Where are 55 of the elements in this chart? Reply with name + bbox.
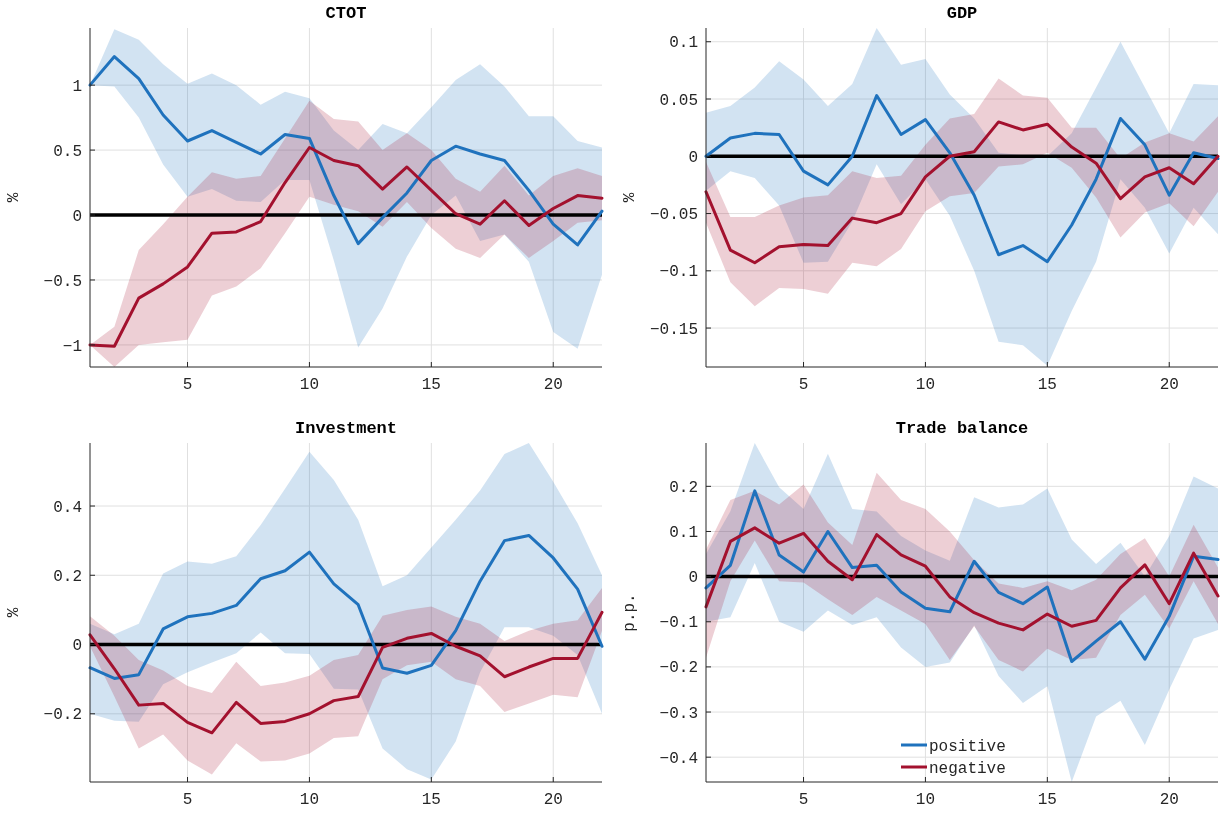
x-tick-label: 5	[182, 376, 193, 394]
y-tick-label: −0.1	[659, 614, 698, 633]
x-tick-label: 20	[1159, 791, 1179, 809]
x-tick-label: 20	[543, 376, 563, 394]
y-tick-label: 0	[72, 207, 82, 226]
y-tick-label: 0	[688, 148, 698, 167]
y-tick-label: 0	[72, 637, 82, 656]
chart-title: CTOT	[325, 4, 367, 23]
y-tick-label: −0.2	[659, 659, 698, 678]
y-tick-label: −0.5	[43, 272, 82, 291]
y-tick-label: −1	[62, 337, 82, 356]
line-series	[704, 120, 1220, 265]
line-series	[88, 55, 604, 247]
x-tick-label: 5	[798, 376, 809, 394]
y-axis-title: p.p.	[621, 593, 639, 632]
line-series	[88, 610, 604, 735]
y-tick-label: −0.3	[659, 704, 698, 723]
y-tick-label: 0	[688, 569, 698, 588]
x-tick-label: 15	[421, 376, 441, 394]
y-tick-label: 0.5	[53, 142, 82, 161]
y-tick-label: 0.1	[669, 34, 698, 53]
y-tick-label: −0.1	[659, 263, 698, 282]
x-tick-label: 10	[915, 791, 936, 809]
y-tick-label: 0.05	[659, 91, 698, 110]
y-axis-title: %	[5, 192, 23, 203]
x-tick-label: 10	[915, 376, 936, 394]
y-tick-label: −0.2	[43, 706, 82, 725]
chart-title: GDP	[946, 4, 978, 23]
y-tick-label: 0.2	[53, 567, 82, 586]
x-tick-label: 15	[1037, 376, 1057, 394]
y-tick-label: 0.4	[53, 498, 82, 517]
x-tick-label: 5	[182, 791, 193, 809]
x-tick-label: 15	[421, 791, 441, 809]
line-series	[88, 533, 604, 680]
legend-label: positive	[929, 737, 1006, 756]
y-tick-label: −0.15	[649, 320, 698, 339]
line-series	[704, 94, 1220, 264]
chart-title: Trade balance	[895, 419, 1029, 438]
y-tick-label: 0.2	[669, 478, 698, 497]
x-tick-label: 10	[299, 376, 320, 394]
x-tick-label: 15	[1037, 791, 1057, 809]
x-tick-label: 5	[798, 791, 809, 809]
x-tick-label: 20	[1159, 376, 1179, 394]
legend-label: negative	[929, 759, 1006, 778]
y-axis-title: %	[621, 192, 639, 203]
x-tick-label: 10	[299, 791, 320, 809]
y-tick-label: −0.4	[659, 749, 698, 768]
chart-title: Investment	[294, 419, 398, 438]
line-series	[88, 145, 604, 348]
y-axis-title: %	[5, 607, 23, 618]
y-tick-label: −0.05	[649, 206, 698, 225]
y-tick-label: 0.1	[669, 524, 698, 543]
y-tick-label: 1	[72, 77, 82, 96]
x-tick-label: 20	[543, 791, 563, 809]
line-series	[704, 526, 1220, 632]
